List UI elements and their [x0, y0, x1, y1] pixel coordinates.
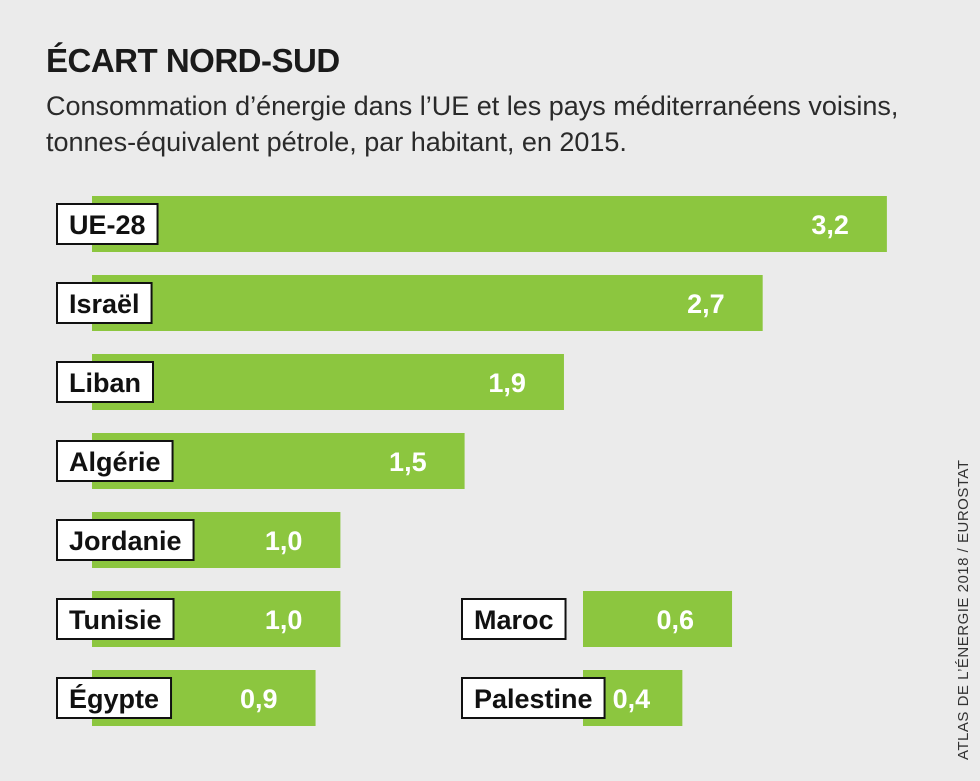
bar-value-maroc: 0,6: [656, 605, 694, 635]
bar-ue-28: [92, 196, 887, 252]
bar-label-box-maroc: [461, 598, 567, 640]
chart-title: ÉCART NORD-SUD: [46, 42, 340, 79]
bar-label-box-tunisie: [56, 598, 175, 640]
bar-value-liban: 1,9: [488, 368, 526, 398]
bar-value-egypte: 0,9: [240, 684, 278, 714]
bar-label-palestine: Palestine: [474, 684, 593, 714]
bar-label-box-algerie: [56, 440, 174, 482]
chart-subtitle: Consommation d’énergie dans l’UE et les …: [46, 91, 899, 157]
bar-group-egypte: Égypte 0,9: [56, 670, 316, 726]
bar-value-tunisie: 1,0: [265, 605, 303, 635]
bar-group-maroc: Maroc 0,6: [461, 591, 733, 647]
bar-label-ue-28: UE-28: [69, 210, 146, 240]
bar-label-box-jordanie: [56, 519, 195, 561]
bar-maroc: [583, 591, 733, 647]
bar-value-jordanie: 1,0: [265, 526, 303, 556]
bar-value-ue-28: 3,2: [811, 210, 849, 240]
bar-label-algerie: Algérie: [69, 447, 161, 477]
bar-label-box-ue-28: [56, 203, 159, 245]
bar-label-box-egypte: [56, 677, 173, 719]
bar-group-tunisie: Tunisie 1,0: [56, 591, 341, 647]
bar-group-ue-28: UE-28 3,2: [56, 196, 887, 252]
bar-label-box-palestine: [461, 677, 606, 719]
bar-label-liban: Liban: [69, 368, 141, 398]
bar-group-israel: Israël 2,7: [56, 275, 763, 331]
bar-label-maroc: Maroc: [474, 605, 554, 635]
bar-label-jordanie: Jordanie: [69, 526, 182, 556]
bar-group-jordanie: Jordanie 1,0: [56, 512, 341, 568]
bar-label-tunisie: Tunisie: [69, 605, 162, 635]
bar-value-palestine: 0,4: [613, 684, 651, 714]
bar-label-israel: Israël: [69, 289, 140, 319]
bar-label-box-israel: [56, 282, 153, 324]
bar-group-palestine: Palestine 0,4: [461, 670, 683, 726]
bar-liban: [92, 354, 564, 410]
bar-israel: [92, 275, 763, 331]
bar-group-liban: Liban 1,9: [56, 354, 564, 410]
bar-label-box-liban: [56, 361, 154, 403]
bar-value-algerie: 1,5: [389, 447, 427, 477]
bar-label-egypte: Égypte: [69, 683, 159, 714]
source-credit: ATLAS DE L’ÉNERGIE 2018 / EUROSTAT: [955, 459, 972, 760]
bar-group-algerie: Algérie 1,5: [56, 433, 465, 489]
bar-value-israel: 2,7: [687, 289, 725, 319]
